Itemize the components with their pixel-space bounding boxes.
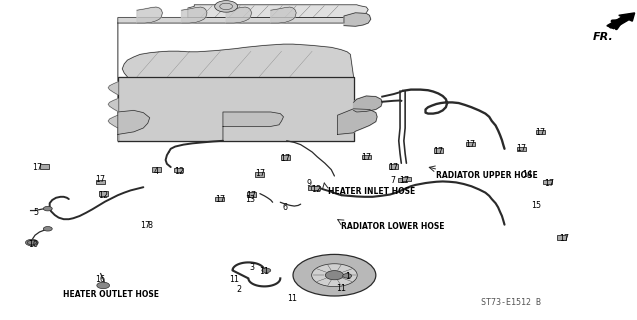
- Text: 17: 17: [389, 163, 399, 172]
- Text: FR.: FR.: [592, 32, 613, 42]
- Bar: [255, 172, 264, 177]
- Bar: [517, 147, 526, 151]
- Text: 17: 17: [433, 147, 443, 156]
- Bar: [557, 235, 566, 240]
- Text: 17: 17: [32, 163, 42, 172]
- Polygon shape: [108, 115, 118, 128]
- Text: 12: 12: [175, 167, 185, 176]
- Circle shape: [262, 268, 271, 273]
- Text: RADIATOR LOWER HOSE: RADIATOR LOWER HOSE: [341, 222, 444, 231]
- Circle shape: [326, 271, 343, 280]
- Polygon shape: [354, 96, 382, 112]
- Bar: [152, 167, 161, 172]
- Text: 11: 11: [287, 294, 297, 303]
- Text: 17: 17: [255, 169, 265, 178]
- Text: 17: 17: [535, 128, 545, 137]
- Bar: [543, 180, 552, 184]
- Text: 17: 17: [516, 144, 526, 153]
- Polygon shape: [122, 44, 354, 77]
- Text: 17: 17: [215, 195, 225, 204]
- Bar: [99, 191, 108, 196]
- Bar: [215, 197, 224, 201]
- Text: 7: 7: [390, 176, 396, 185]
- Text: 5: 5: [33, 208, 38, 217]
- Bar: [308, 186, 317, 190]
- Polygon shape: [223, 112, 283, 141]
- Text: 17: 17: [399, 176, 410, 185]
- Circle shape: [43, 206, 52, 211]
- Text: 17: 17: [361, 153, 371, 162]
- Text: 17: 17: [544, 179, 554, 188]
- Text: 11: 11: [259, 267, 269, 276]
- Bar: [434, 148, 443, 153]
- Text: 1: 1: [345, 272, 350, 281]
- Text: 3: 3: [249, 263, 254, 272]
- Bar: [281, 155, 290, 160]
- Polygon shape: [344, 13, 371, 26]
- Text: 6: 6: [283, 204, 288, 212]
- Text: 13: 13: [245, 196, 255, 204]
- Circle shape: [343, 274, 352, 278]
- Polygon shape: [118, 77, 354, 141]
- Text: 4: 4: [154, 167, 159, 176]
- Text: 17: 17: [140, 221, 150, 230]
- Text: 12: 12: [311, 185, 321, 194]
- Polygon shape: [188, 5, 368, 18]
- Bar: [362, 155, 371, 159]
- Polygon shape: [338, 109, 377, 134]
- Text: HEATER OUTLET HOSE: HEATER OUTLET HOSE: [64, 290, 159, 299]
- Text: 8: 8: [147, 221, 152, 230]
- Text: RADIATOR UPPER HOSE: RADIATOR UPPER HOSE: [436, 171, 538, 180]
- Text: 11: 11: [336, 284, 346, 293]
- Text: HEATER INLET HOSE: HEATER INLET HOSE: [328, 187, 415, 196]
- Polygon shape: [182, 7, 207, 23]
- Text: 12: 12: [98, 191, 108, 200]
- Bar: [174, 168, 183, 172]
- Text: 9: 9: [306, 180, 311, 188]
- Bar: [398, 178, 407, 182]
- Polygon shape: [108, 82, 118, 95]
- Bar: [247, 192, 256, 197]
- Bar: [466, 142, 475, 146]
- Circle shape: [43, 227, 52, 231]
- Polygon shape: [118, 18, 357, 141]
- Text: 14: 14: [522, 170, 533, 179]
- Bar: [389, 164, 398, 169]
- Circle shape: [25, 239, 38, 246]
- Bar: [311, 186, 320, 190]
- Polygon shape: [271, 7, 296, 23]
- Text: 17: 17: [96, 175, 106, 184]
- Text: ST73-E1512 B: ST73-E1512 B: [481, 298, 541, 307]
- Polygon shape: [108, 99, 118, 111]
- Text: 17: 17: [247, 191, 257, 200]
- Bar: [402, 177, 411, 181]
- Bar: [536, 130, 545, 134]
- Text: 2: 2: [236, 285, 241, 294]
- Text: 17: 17: [280, 154, 290, 163]
- Text: 17: 17: [465, 140, 475, 149]
- FancyArrow shape: [607, 13, 634, 29]
- Text: 16: 16: [96, 276, 106, 284]
- Bar: [40, 164, 49, 169]
- Circle shape: [311, 264, 357, 287]
- Text: 10: 10: [28, 240, 38, 249]
- Polygon shape: [226, 7, 252, 23]
- Circle shape: [27, 240, 36, 245]
- Text: 15: 15: [531, 201, 541, 210]
- Polygon shape: [137, 7, 162, 23]
- Circle shape: [215, 1, 238, 12]
- Text: 17: 17: [559, 234, 569, 243]
- Polygon shape: [118, 110, 150, 141]
- Circle shape: [293, 254, 376, 296]
- Circle shape: [97, 282, 110, 289]
- Text: 11: 11: [229, 276, 240, 284]
- Bar: [96, 180, 105, 184]
